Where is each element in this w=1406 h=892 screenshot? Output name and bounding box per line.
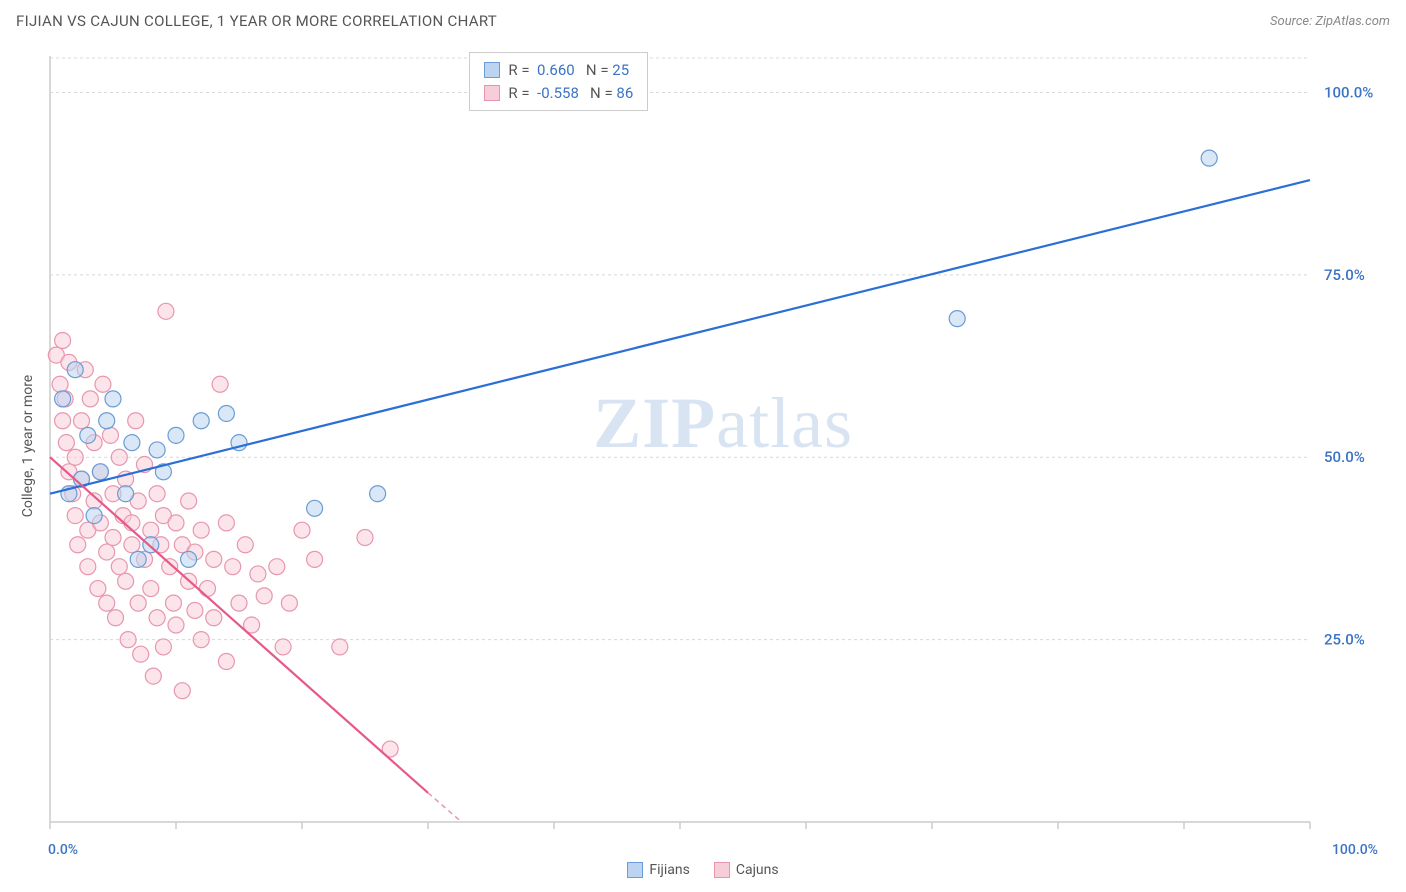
x-axis-labels: 0.0% 100.0% <box>48 842 1378 858</box>
chart-title: FIJIAN VS CAJUN COLLEGE, 1 YEAR OR MORE … <box>16 12 497 30</box>
legend-label: Fijians <box>649 862 689 878</box>
svg-text:25.0%: 25.0% <box>1324 631 1365 649</box>
correlation-row: R = -0.558 N = 86 <box>484 82 633 105</box>
legend-item: Fijians <box>627 862 689 878</box>
correlation-swatch <box>484 85 500 101</box>
svg-text:75.0%: 75.0% <box>1324 266 1365 284</box>
legend-swatch <box>714 862 730 878</box>
svg-text:100.0%: 100.0% <box>1324 83 1373 101</box>
chart-container: College, 1 year or more 25.0% 50.0% 75.0% 1… <box>16 48 1390 844</box>
correlation-row: R = 0.660 N = 25 <box>484 59 633 82</box>
scatter-chart: 25.0% 50.0% 75.0% 100.0% <box>16 48 1390 844</box>
source-label: Source: ZipAtlas.com <box>1270 14 1390 29</box>
svg-text:50.0%: 50.0% <box>1324 448 1365 466</box>
x-axis-max-label: 100.0% <box>1332 842 1378 858</box>
legend-label: Cajuns <box>736 862 779 878</box>
correlation-text: R = 0.660 N = 25 <box>508 59 629 82</box>
series-legend: Fijians Cajuns <box>0 862 1406 878</box>
x-axis-min-label: 0.0% <box>48 842 78 858</box>
legend-swatch <box>627 862 643 878</box>
correlation-legend: R = 0.660 N = 25R = -0.558 N = 86 <box>469 52 648 111</box>
correlation-swatch <box>484 62 500 78</box>
correlation-text: R = -0.558 N = 86 <box>508 82 633 105</box>
legend-item: Cajuns <box>714 862 779 878</box>
y-axis-label: College, 1 year or more <box>20 375 36 517</box>
